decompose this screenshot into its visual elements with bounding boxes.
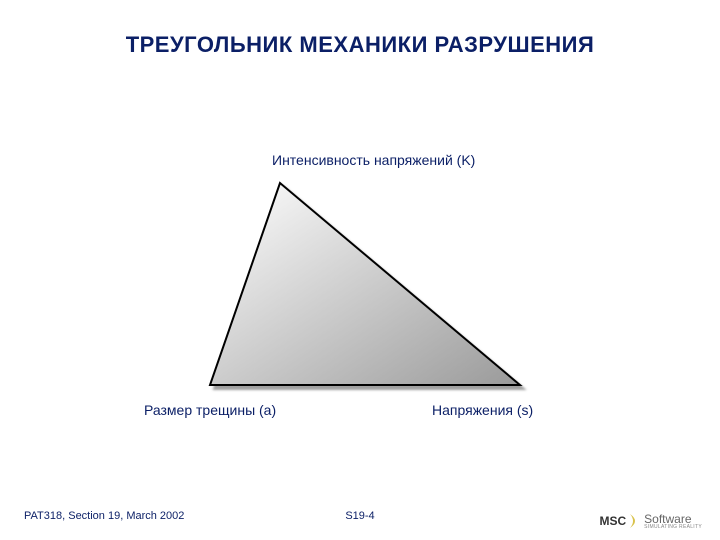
logo-tagline: SIMULATING REALITY: [644, 525, 702, 530]
slide: { "title": { "text": "ТРЕУГОЛЬНИК МЕХАНИ…: [0, 0, 720, 540]
logo-sub-text: Software: [644, 513, 702, 525]
logo-main-text: MSC: [600, 514, 627, 528]
page-title: ТРЕУГОЛЬНИК МЕХАНИКИ РАЗРУШЕНИЯ: [0, 32, 720, 58]
triangle-diagram: [190, 175, 530, 410]
logo-swoosh-icon: [628, 512, 642, 530]
label-bottom-right: Напряжения (s): [432, 402, 533, 418]
label-top: Интенсивность напряжений (K): [272, 152, 475, 168]
logo-sub-wrap: Software SIMULATING REALITY: [644, 513, 702, 530]
triangle-shape: [210, 183, 520, 385]
footer-logo: MSC Software SIMULATING REALITY: [600, 512, 703, 530]
label-bottom-left: Размер трещины (a): [144, 402, 276, 418]
triangle-svg: [190, 175, 530, 405]
